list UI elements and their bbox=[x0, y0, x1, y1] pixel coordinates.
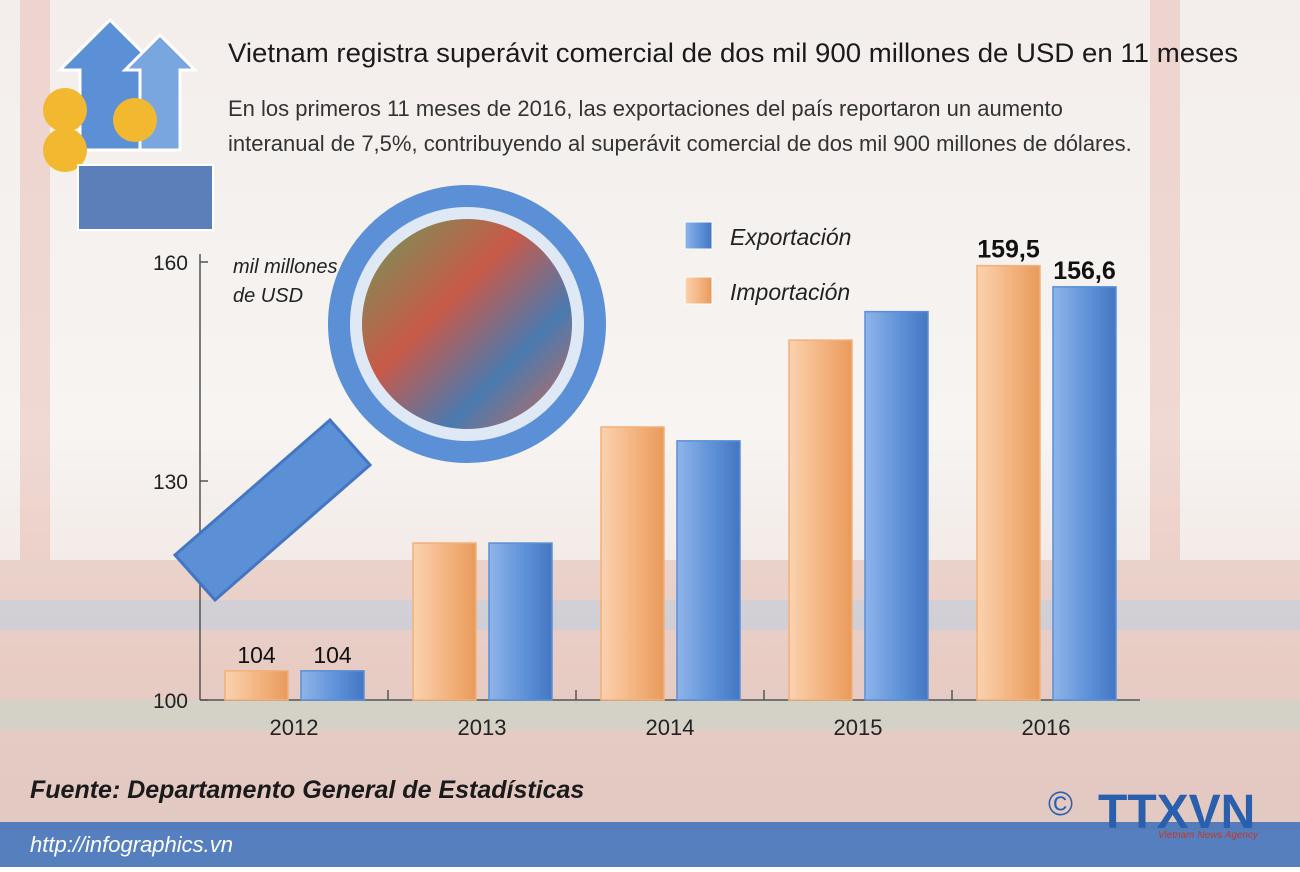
x-tick-label: 2015 bbox=[834, 715, 883, 740]
bar bbox=[788, 339, 853, 701]
x-tick-label: 2014 bbox=[646, 715, 695, 740]
subtitle: En los primeros 11 meses de 2016, las ex… bbox=[228, 96, 1063, 121]
subtitle: interanual de 7,5%, contribuyendo al sup… bbox=[228, 131, 1132, 156]
bar bbox=[600, 426, 665, 701]
url: http://infographics.vn bbox=[30, 832, 233, 857]
y-tick-label: 160 bbox=[153, 252, 188, 275]
y-tick-label: 100 bbox=[153, 690, 188, 713]
logo-tagline: Vietnam News Agency bbox=[1158, 830, 1259, 841]
value-label: 104 bbox=[313, 642, 352, 668]
title: Vietnam registra superávit comercial de … bbox=[228, 38, 1238, 68]
plot: 100 130 160 2012 2013 2014 2015 2016 Exportación… bbox=[153, 221, 1140, 740]
legend-label: Exportación bbox=[730, 224, 851, 250]
bar bbox=[976, 264, 1041, 701]
legend-swatch bbox=[684, 221, 713, 250]
y-axis-label: mil millones bbox=[233, 256, 337, 278]
bar bbox=[1052, 286, 1117, 701]
bar bbox=[676, 440, 741, 701]
source: Fuente: Departamento General de Estadíst… bbox=[30, 776, 584, 804]
trade-icon bbox=[43, 17, 214, 231]
x-tick-label: 2013 bbox=[458, 715, 507, 740]
legend-swatch bbox=[684, 276, 713, 305]
logo: TTXVN bbox=[1098, 786, 1255, 839]
value-label: 156,6 bbox=[1053, 257, 1116, 285]
x-tick-label: 2012 bbox=[270, 715, 319, 740]
bar bbox=[488, 542, 553, 701]
magnifier bbox=[172, 185, 606, 603]
value-label: 159,5 bbox=[977, 236, 1040, 264]
bar bbox=[412, 542, 477, 701]
logo-copyright: © bbox=[1048, 785, 1073, 823]
bar bbox=[300, 670, 365, 701]
value-label: 104 bbox=[237, 642, 276, 668]
footer-band bbox=[0, 822, 1300, 867]
x-tick-label: 2016 bbox=[1022, 715, 1071, 740]
legend-label: Importación bbox=[730, 279, 850, 305]
bar bbox=[864, 310, 929, 701]
bar bbox=[224, 670, 289, 701]
y-axis-label: de USD bbox=[233, 285, 303, 307]
y-tick-label: 130 bbox=[153, 471, 188, 494]
